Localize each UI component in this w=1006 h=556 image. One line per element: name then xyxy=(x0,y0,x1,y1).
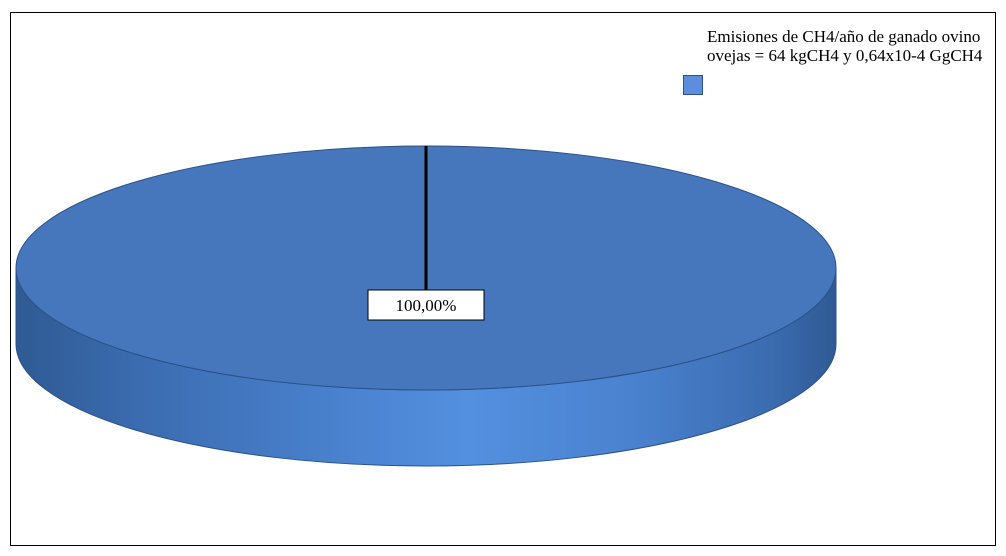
legend-swatch xyxy=(683,75,703,95)
data-label-box xyxy=(367,289,485,321)
legend: Emisiones de CH4/año de ganado ovino ove… xyxy=(683,27,993,137)
legend-entry-label: Emisiones de CH4/año de ganado ovino ove… xyxy=(707,27,983,65)
chart-frame: 100,00% Emisiones de CH4/año de ganado o… xyxy=(10,12,996,546)
data-label: 100,00% xyxy=(396,296,457,315)
pie-plot-area: 100,00% xyxy=(15,145,837,467)
pie-chart: 100,00% xyxy=(15,145,837,467)
